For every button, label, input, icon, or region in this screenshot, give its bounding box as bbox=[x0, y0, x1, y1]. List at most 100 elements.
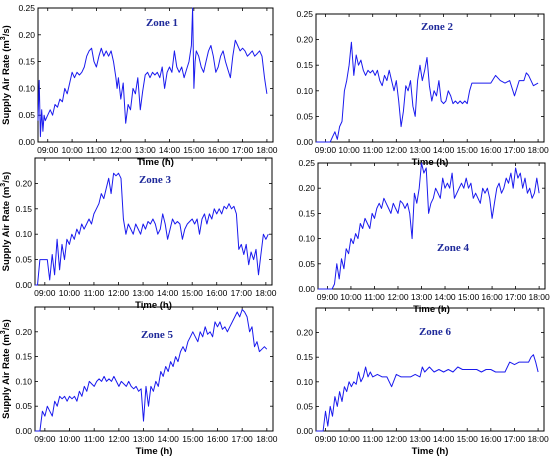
x-tick-label: 15:00 bbox=[182, 288, 204, 298]
y-tick-label: 0.00 bbox=[296, 426, 313, 436]
y-tick-label: 0.10 bbox=[296, 86, 313, 96]
y-tick-label: 0.25 bbox=[296, 9, 313, 19]
x-tick-label: 10:00 bbox=[59, 434, 81, 444]
x-tick-label: 16:00 bbox=[206, 288, 228, 298]
y-tick-label: 0.05 bbox=[296, 401, 313, 411]
x-tick-label: 09:00 bbox=[315, 145, 337, 155]
y-tick-label: 0.05 bbox=[15, 255, 32, 265]
x-axis-label: Time (h) bbox=[413, 304, 450, 315]
x-tick-label: 15:00 bbox=[182, 434, 204, 444]
x-tick-label: 17:00 bbox=[232, 434, 254, 444]
x-tick-label: 11:00 bbox=[84, 288, 105, 298]
x-tick-label: 18:00 bbox=[256, 145, 278, 155]
y-axis-label: Supply Air Rate (m3/s) bbox=[0, 172, 12, 272]
x-tick-label: 18:00 bbox=[527, 434, 549, 444]
y-tick-label: 0.20 bbox=[18, 30, 35, 40]
x-axis-label: Time (h) bbox=[137, 157, 174, 168]
x-tick-label: 15:00 bbox=[457, 145, 479, 155]
y-tick-label: 0.05 bbox=[298, 259, 315, 269]
zone-title: Zone 3 bbox=[139, 174, 172, 186]
plot-frame bbox=[34, 157, 273, 286]
y-tick-label: 0.00 bbox=[15, 426, 32, 436]
x-tick-label: 17:00 bbox=[231, 288, 253, 298]
y-tick-label: 0.20 bbox=[296, 328, 313, 338]
series-line-zone-6 bbox=[316, 354, 539, 432]
x-tick-label: 13:00 bbox=[132, 288, 154, 298]
x-tick-label: 10:00 bbox=[340, 292, 362, 302]
x-tick-label: 16:00 bbox=[480, 145, 502, 155]
series-line-zone-2 bbox=[316, 41, 539, 143]
x-tick-label: 14:00 bbox=[158, 434, 180, 444]
series-line-zone-5 bbox=[35, 309, 268, 432]
y-tick-label: 0.05 bbox=[18, 110, 35, 120]
x-tick-label: 09:00 bbox=[317, 292, 339, 302]
y-tick-label: 0.25 bbox=[18, 3, 35, 13]
panel-zone-3: 0.00 0.05 0.10 0.15 0.20 09:00 10:00 11:00 12:00… bbox=[0, 157, 277, 311]
series-line-zone-1 bbox=[37, 7, 268, 138]
x-tick-label: 12:00 bbox=[110, 145, 132, 155]
x-tick-label: 09:00 bbox=[315, 434, 337, 444]
panel-zone-6: 0.00 0.05 0.10 0.15 0.20 09:00 10:00 11:00 12:00… bbox=[296, 307, 549, 457]
x-tick-label: 14:00 bbox=[433, 145, 455, 155]
x-tick-label: 12:00 bbox=[386, 145, 408, 155]
y-tick-label: 0.15 bbox=[15, 352, 32, 362]
y-tick-label: 0.00 bbox=[296, 137, 313, 147]
x-tick-label: 18:00 bbox=[528, 292, 550, 302]
y-tick-label: 0.15 bbox=[18, 57, 35, 67]
x-tick-label: 09:00 bbox=[37, 145, 59, 155]
x-tick-label: 09:00 bbox=[34, 434, 56, 444]
x-axis-label: Time (h) bbox=[412, 446, 449, 457]
zone-title: Zone 2 bbox=[421, 21, 454, 33]
y-tick-label: 0.00 bbox=[15, 280, 32, 290]
x-tick-label: 15:00 bbox=[183, 145, 205, 155]
x-tick-label: 13:00 bbox=[411, 292, 433, 302]
x-tick-label: 13:00 bbox=[409, 145, 431, 155]
y-tick-label: 0.10 bbox=[15, 229, 32, 239]
y-tick-label: 0.20 bbox=[296, 35, 313, 45]
x-tick-label: 10:00 bbox=[61, 145, 83, 155]
x-tick-label: 16:00 bbox=[481, 292, 503, 302]
x-tick-label: 12:00 bbox=[386, 434, 408, 444]
plot-frame bbox=[34, 306, 274, 432]
y-tick-label: 0.15 bbox=[298, 208, 315, 218]
plot-frame bbox=[37, 7, 274, 143]
x-tick-label: 18:00 bbox=[255, 288, 277, 298]
x-tick-label: 17:00 bbox=[504, 145, 526, 155]
x-tick-label: 17:00 bbox=[232, 145, 254, 155]
x-tick-label: 14:00 bbox=[157, 288, 179, 298]
y-tick-label: 0.10 bbox=[18, 83, 35, 93]
y-axis-label: Supply Air Rate (m3/s) bbox=[0, 25, 12, 125]
x-tick-label: 12:00 bbox=[387, 292, 409, 302]
y-tick-label: 0.20 bbox=[298, 183, 315, 193]
y-tick-label: 0.10 bbox=[15, 376, 32, 386]
x-tick-label: 12:00 bbox=[108, 288, 130, 298]
series-line-zone-3 bbox=[35, 172, 269, 286]
x-axis-label: Time (h) bbox=[136, 446, 173, 457]
y-axis-label: Supply Air Rate (m3/s) bbox=[0, 319, 12, 419]
x-tick-label: 09:00 bbox=[34, 288, 56, 298]
series-line-zone-4 bbox=[318, 162, 540, 290]
zone-title: Zone 4 bbox=[437, 242, 470, 254]
x-tick-label: 11:00 bbox=[362, 434, 383, 444]
y-tick-label: 0.00 bbox=[18, 137, 35, 147]
y-tick-label: 0.10 bbox=[296, 377, 313, 387]
x-tick-label: 14:00 bbox=[434, 292, 456, 302]
x-tick-label: 16:00 bbox=[208, 145, 230, 155]
zone-title: Zone 6 bbox=[419, 326, 452, 338]
y-tick-label: 0.15 bbox=[296, 352, 313, 362]
x-tick-label: 11:00 bbox=[86, 145, 107, 155]
x-axis-label: Time (h) bbox=[135, 300, 172, 311]
x-tick-label: 18:00 bbox=[527, 145, 549, 155]
y-tick-label: 0.00 bbox=[298, 284, 315, 294]
x-tick-label: 16:00 bbox=[207, 434, 229, 444]
y-tick-label: 0.20 bbox=[15, 178, 32, 188]
x-tick-label: 13:00 bbox=[133, 434, 155, 444]
x-tick-label: 10:00 bbox=[338, 145, 360, 155]
y-tick-label: 0.05 bbox=[15, 401, 32, 411]
x-tick-label: 13:00 bbox=[409, 434, 431, 444]
y-tick-label: 0.20 bbox=[15, 327, 32, 337]
